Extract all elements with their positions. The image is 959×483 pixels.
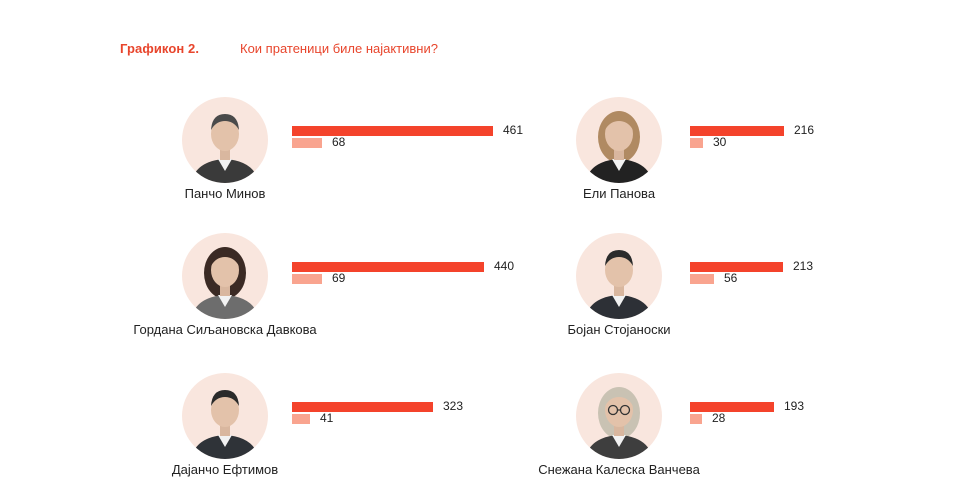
- value-label-secondary: 69: [332, 271, 346, 285]
- bar-secondary: [292, 274, 322, 284]
- value-label-secondary: 68: [332, 135, 346, 149]
- bar-secondary: [690, 138, 703, 148]
- value-label-primary: 216: [794, 123, 815, 137]
- portrait-icon: [584, 111, 654, 183]
- value-label-secondary: 56: [724, 271, 738, 285]
- bar-secondary: [690, 414, 702, 424]
- value-label-secondary: 41: [320, 411, 334, 425]
- chart-title: Кои пратеници биле најактивни?: [240, 41, 438, 56]
- bar-secondary: [292, 414, 310, 424]
- value-label-secondary: 30: [713, 135, 727, 149]
- avatar: [576, 97, 662, 183]
- bar-secondary: [292, 138, 322, 148]
- avatar: [182, 373, 268, 459]
- chart-number: Графикон 2.: [120, 41, 200, 56]
- person-name: Ели Панова: [582, 186, 656, 201]
- person-name: Гордана Сиљановска Давкова: [133, 322, 317, 337]
- bar-secondary: [690, 274, 714, 284]
- bar-primary: [690, 402, 774, 412]
- value-label-primary: 440: [494, 259, 515, 273]
- bar-primary: [292, 402, 433, 412]
- portrait-icon: [190, 390, 260, 459]
- person-name: Бојан Стојаноски: [567, 322, 671, 337]
- person-name: Панчо Минов: [184, 186, 266, 201]
- portrait-icon: [584, 387, 654, 459]
- person-name: Дајанчо Ефтимов: [171, 462, 279, 477]
- bar-primary: [292, 262, 484, 272]
- person-name: Снежана Калеска Ванчева: [538, 462, 700, 477]
- bar-primary: [292, 126, 493, 136]
- avatar: [182, 97, 268, 183]
- avatar: [576, 373, 662, 459]
- portrait-icon: [584, 250, 654, 319]
- avatar: [182, 233, 268, 319]
- bar-primary: [690, 262, 783, 272]
- value-label-primary: 323: [443, 399, 464, 413]
- bar-primary: [690, 126, 784, 136]
- portrait-icon: [190, 247, 260, 319]
- portrait-icon: [190, 114, 260, 183]
- value-label-primary: 461: [503, 123, 524, 137]
- value-label-secondary: 28: [712, 411, 726, 425]
- avatar: [576, 233, 662, 319]
- value-label-primary: 213: [793, 259, 814, 273]
- value-label-primary: 193: [784, 399, 805, 413]
